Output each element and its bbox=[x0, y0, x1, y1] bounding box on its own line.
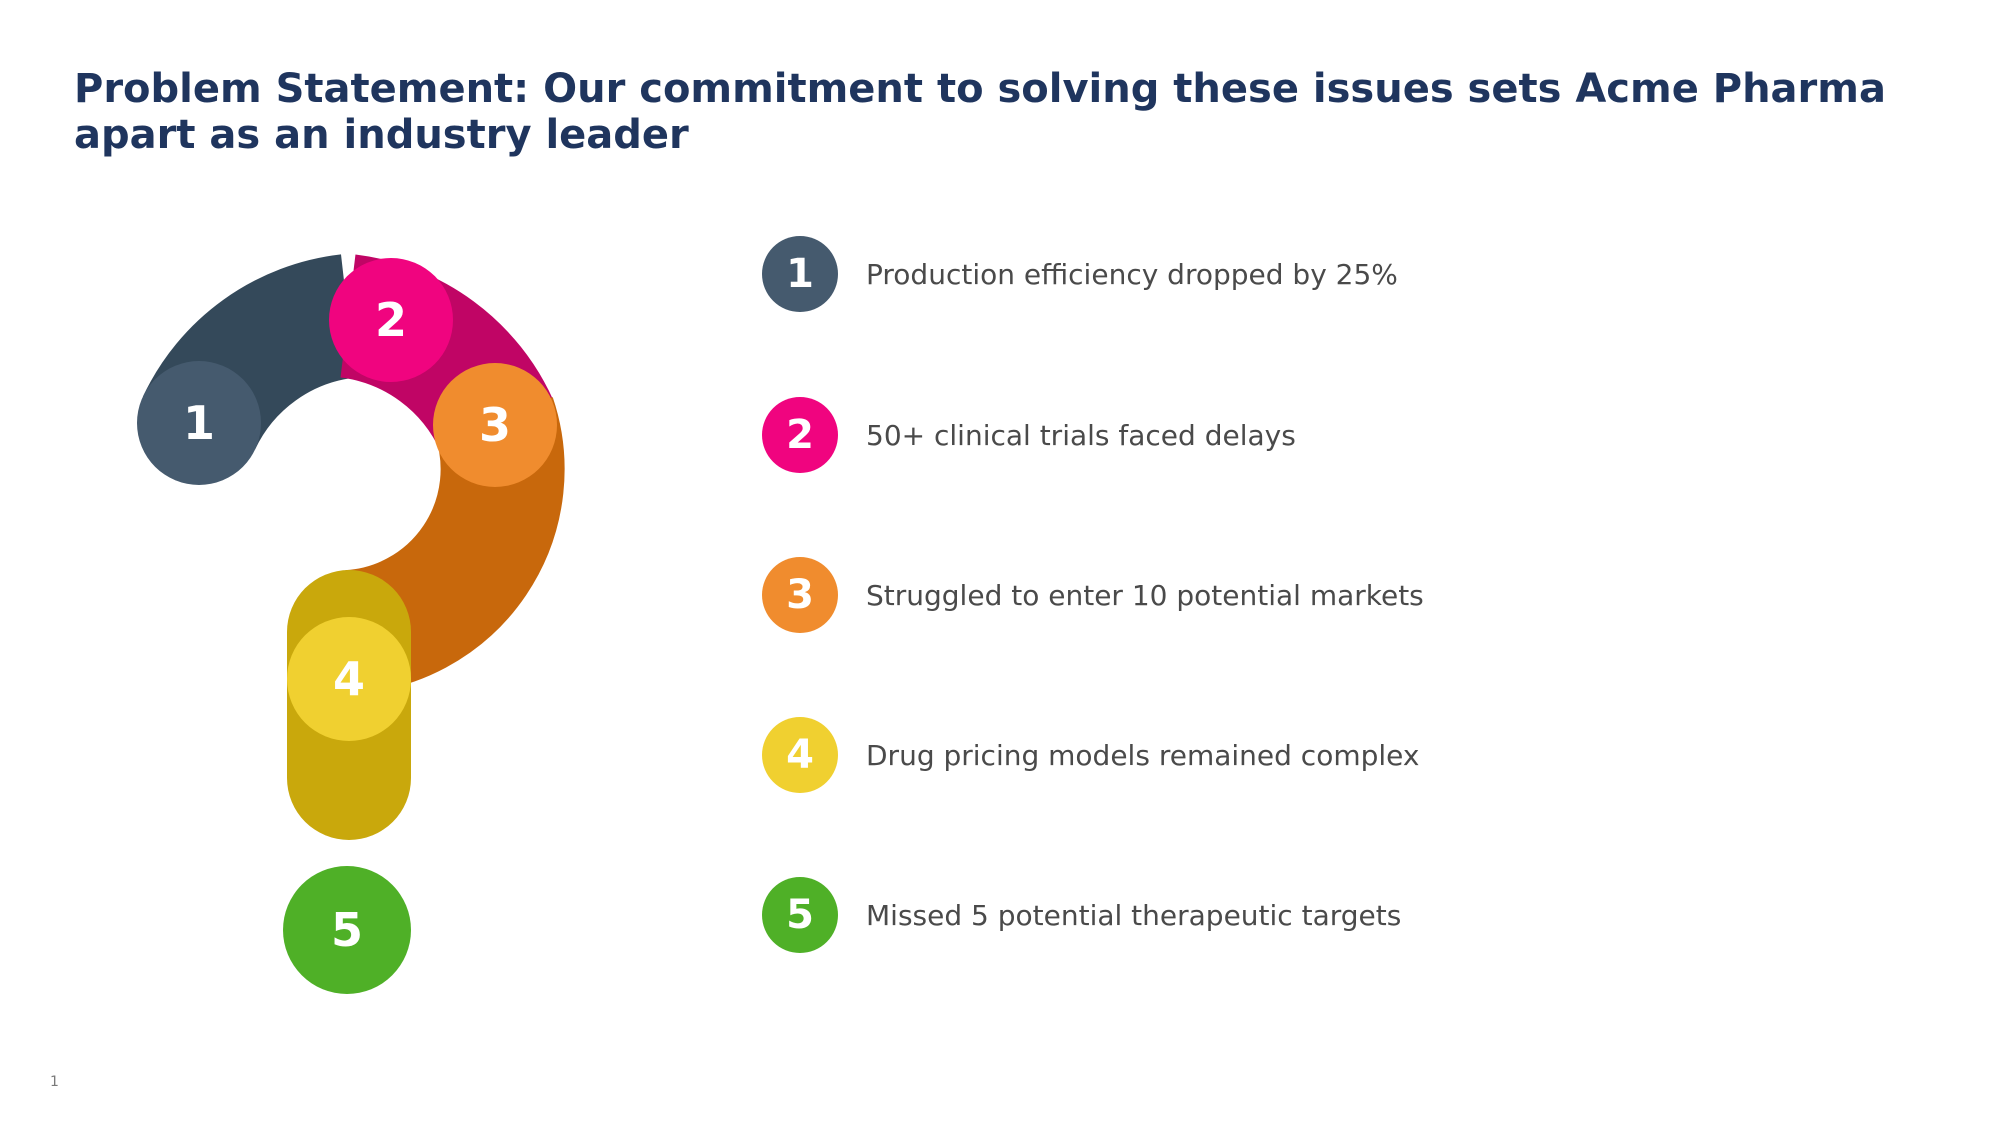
problem-item-3-text: Struggled to enter 10 potential markets bbox=[866, 578, 1424, 612]
segment-3-marker: 3 bbox=[433, 363, 557, 487]
problem-item-5-badge: 5 bbox=[762, 877, 838, 953]
segment-3-number: 3 bbox=[479, 398, 511, 452]
segment-2-disc bbox=[329, 258, 453, 382]
segment-5-marker: 5 bbox=[283, 866, 411, 994]
segment-4-number: 4 bbox=[333, 652, 365, 706]
page-number: 1 bbox=[50, 1074, 59, 1090]
problem-item-2-text: 50+ clinical trials faced delays bbox=[866, 418, 1296, 452]
segment-1-marker: 1 bbox=[137, 361, 261, 485]
problem-item-4-text: Drug pricing models remained complex bbox=[866, 738, 1420, 772]
problem-item-3-badge: 3 bbox=[762, 557, 838, 633]
problem-item-2-badge: 2 bbox=[762, 397, 838, 473]
slide-title: Problem Statement: Our commitment to sol… bbox=[74, 66, 1886, 158]
problem-item-4-badge: 4 bbox=[762, 717, 838, 793]
segment-2-number: 2 bbox=[375, 293, 407, 347]
problem-item-1: 1 Production efficiency dropped by 25% bbox=[762, 236, 1398, 312]
problem-item-5-text: Missed 5 potential therapeutic targets bbox=[866, 898, 1402, 932]
problem-item-5: 5 Missed 5 potential therapeutic targets bbox=[762, 877, 1401, 953]
segment-5-disc bbox=[283, 866, 411, 994]
segment-4-disc bbox=[287, 617, 411, 741]
segment-5-number: 5 bbox=[331, 903, 363, 957]
problem-item-3: 3 Struggled to enter 10 potential market… bbox=[762, 557, 1424, 633]
segment-1-number: 1 bbox=[183, 396, 215, 450]
problem-item-4: 4 Drug pricing models remained complex bbox=[762, 717, 1419, 793]
problem-item-1-text: Production efficiency dropped by 25% bbox=[866, 257, 1398, 291]
segment-3-disc bbox=[433, 363, 557, 487]
segment-2-marker: 2 bbox=[329, 258, 453, 382]
problem-item-1-badge: 1 bbox=[762, 236, 838, 312]
segment-4-marker: 4 bbox=[287, 617, 411, 741]
question-mark-diagram: 1 2 3 4 5 bbox=[137, 254, 565, 994]
problem-item-2: 2 50+ clinical trials faced delays bbox=[762, 397, 1296, 473]
segment-1-disc bbox=[137, 361, 261, 485]
